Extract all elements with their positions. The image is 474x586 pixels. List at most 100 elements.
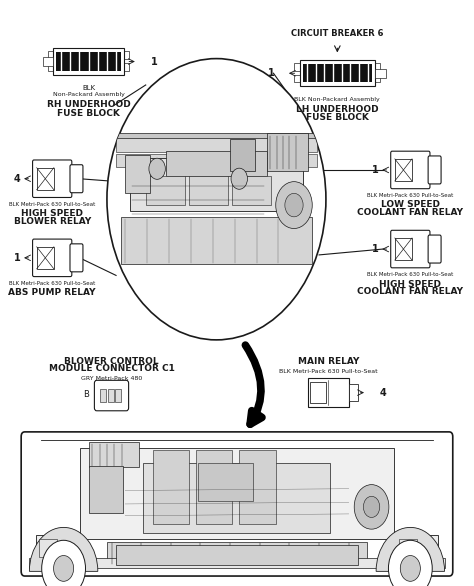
Bar: [189, 176, 228, 205]
Bar: [397, 535, 438, 560]
Text: 1: 1: [372, 244, 378, 254]
FancyBboxPatch shape: [33, 160, 72, 197]
Bar: [399, 539, 417, 557]
Bar: [375, 69, 385, 78]
Text: 4: 4: [13, 173, 20, 184]
Bar: [146, 176, 184, 205]
Circle shape: [107, 59, 326, 340]
Text: MAIN RELAY: MAIN RELAY: [298, 357, 359, 366]
Bar: [89, 466, 123, 513]
Text: BLK Non-Packard Assembly: BLK Non-Packard Assembly: [294, 97, 380, 102]
Bar: [54, 48, 124, 74]
Bar: [310, 383, 326, 403]
Text: CIRCUIT BREAKER 6: CIRCUIT BREAKER 6: [291, 29, 383, 38]
Circle shape: [401, 556, 420, 581]
Text: 1: 1: [13, 253, 20, 263]
Text: BLK: BLK: [82, 85, 95, 91]
FancyBboxPatch shape: [70, 165, 83, 193]
Bar: [230, 139, 255, 171]
Text: BLOWER CONTROL: BLOWER CONTROL: [64, 357, 159, 366]
Text: BLK Metri-Pack 630 Pull-to-Seat: BLK Metri-Pack 630 Pull-to-Seat: [279, 369, 377, 374]
Bar: [294, 74, 300, 83]
Bar: [124, 51, 129, 59]
Text: BLK Metri-Pack 630 Pull-to-Seat: BLK Metri-Pack 630 Pull-to-Seat: [367, 272, 454, 278]
Bar: [300, 60, 375, 86]
FancyBboxPatch shape: [70, 244, 83, 272]
Text: GRY Metri-Pack 480: GRY Metri-Pack 480: [81, 376, 142, 381]
Bar: [48, 63, 54, 71]
Circle shape: [231, 168, 247, 189]
Bar: [109, 133, 324, 138]
Circle shape: [354, 485, 389, 529]
FancyBboxPatch shape: [428, 235, 441, 263]
Wedge shape: [376, 527, 445, 571]
Text: HIGH SPEED: HIGH SPEED: [21, 209, 83, 218]
Circle shape: [364, 496, 380, 517]
Bar: [130, 158, 303, 211]
Text: 4: 4: [379, 387, 386, 398]
Bar: [108, 389, 114, 403]
Bar: [107, 542, 367, 565]
FancyBboxPatch shape: [428, 156, 441, 184]
FancyBboxPatch shape: [391, 230, 430, 268]
Bar: [36, 535, 77, 560]
Circle shape: [388, 540, 432, 586]
Bar: [116, 154, 317, 167]
Text: LH UNDERHOOD: LH UNDERHOOD: [296, 105, 379, 114]
Bar: [232, 176, 271, 205]
FancyBboxPatch shape: [21, 432, 453, 576]
Bar: [44, 57, 54, 66]
Bar: [144, 463, 330, 533]
Circle shape: [42, 540, 85, 586]
Text: ABS PUMP RELAY: ABS PUMP RELAY: [9, 288, 96, 297]
Text: Non-Packard Assembly: Non-Packard Assembly: [53, 92, 125, 97]
Bar: [294, 63, 300, 70]
Text: LOW SPEED: LOW SPEED: [381, 200, 440, 209]
Text: BLK Metri-Pack 630 Pull-to-Seat: BLK Metri-Pack 630 Pull-to-Seat: [9, 281, 95, 287]
Bar: [124, 63, 129, 71]
Text: 1: 1: [151, 56, 158, 67]
FancyBboxPatch shape: [33, 239, 72, 277]
Bar: [239, 450, 276, 524]
Bar: [303, 64, 372, 83]
Circle shape: [54, 556, 73, 581]
Text: BLOWER RELAY: BLOWER RELAY: [14, 217, 91, 226]
Bar: [56, 52, 121, 71]
Text: 1: 1: [372, 165, 378, 175]
Text: HIGH SPEED: HIGH SPEED: [379, 280, 441, 288]
FancyBboxPatch shape: [391, 151, 430, 189]
Wedge shape: [29, 527, 98, 571]
Bar: [198, 463, 253, 501]
Bar: [266, 133, 308, 171]
Bar: [308, 378, 349, 407]
Bar: [395, 159, 412, 181]
Circle shape: [149, 158, 165, 179]
Text: COOLANT FAN RELAY: COOLANT FAN RELAY: [357, 208, 463, 217]
FancyBboxPatch shape: [94, 380, 128, 411]
Text: RH UNDERHOOD: RH UNDERHOOD: [47, 101, 130, 110]
Text: BLK Metri-Pack 630 Pull-to-Seat: BLK Metri-Pack 630 Pull-to-Seat: [367, 193, 454, 199]
Bar: [29, 558, 445, 568]
Text: FUSE BLOCK: FUSE BLOCK: [306, 114, 369, 122]
Bar: [38, 539, 57, 557]
Bar: [89, 442, 139, 467]
Text: MODULE CONNECTOR C1: MODULE CONNECTOR C1: [48, 364, 174, 373]
Bar: [196, 450, 232, 524]
Circle shape: [276, 182, 312, 229]
Text: 1: 1: [268, 68, 274, 79]
Bar: [375, 63, 381, 70]
Bar: [166, 151, 266, 176]
Text: FUSE BLOCK: FUSE BLOCK: [57, 109, 120, 118]
Bar: [80, 448, 394, 539]
Text: B: B: [83, 390, 89, 399]
Bar: [115, 389, 121, 403]
Bar: [375, 74, 381, 83]
Bar: [125, 155, 150, 193]
Bar: [100, 389, 106, 403]
Bar: [36, 168, 54, 190]
Bar: [153, 450, 189, 524]
Bar: [395, 238, 412, 260]
Text: BLK Metri-Pack 630 Pull-to-Seat: BLK Metri-Pack 630 Pull-to-Seat: [9, 202, 95, 207]
Bar: [36, 247, 54, 269]
Bar: [349, 384, 358, 401]
